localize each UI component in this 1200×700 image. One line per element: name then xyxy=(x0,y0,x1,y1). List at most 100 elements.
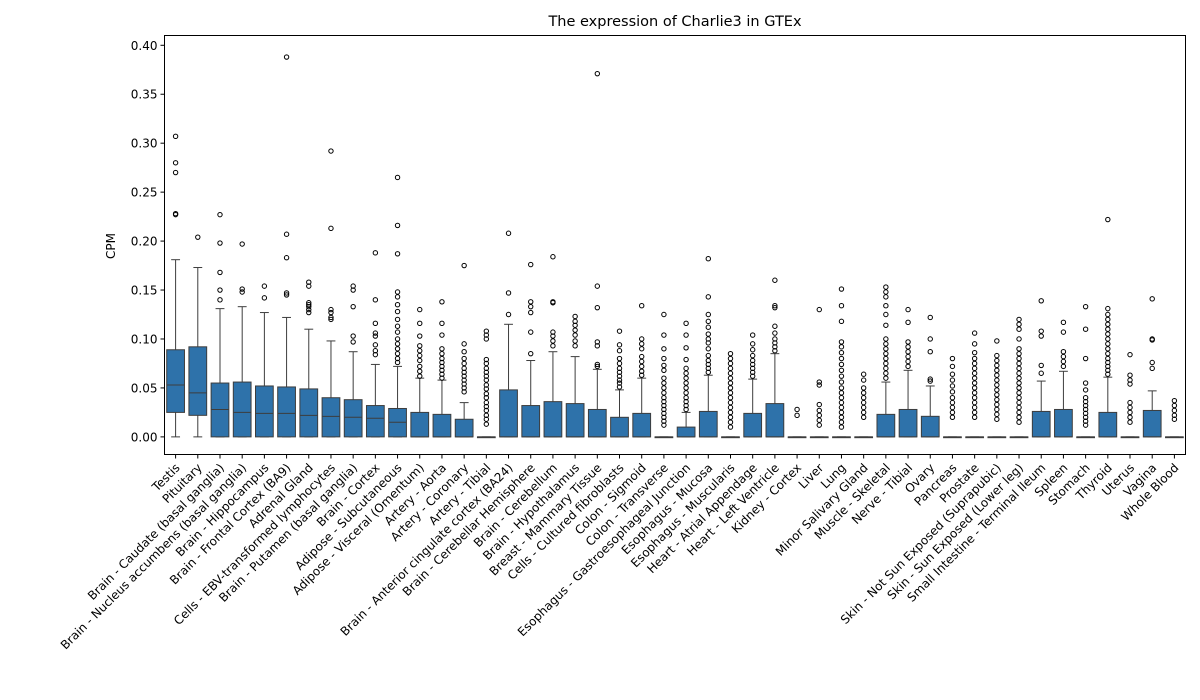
outlier-point xyxy=(217,211,223,218)
box-group xyxy=(210,211,230,438)
outlier-point xyxy=(372,348,379,354)
outlier-point xyxy=(705,256,711,262)
outlier-point xyxy=(1082,380,1089,386)
outlier-point xyxy=(794,412,800,419)
box-group xyxy=(987,338,1007,439)
box xyxy=(277,386,296,438)
outlier-point xyxy=(350,333,356,339)
outlier-point xyxy=(417,363,423,370)
outlier-point xyxy=(1060,319,1067,326)
outlier-point xyxy=(1082,326,1089,332)
outlier-point xyxy=(883,284,889,290)
outlier-point xyxy=(949,389,956,395)
box xyxy=(898,408,918,438)
box-group xyxy=(943,355,962,439)
outlier-point xyxy=(1149,296,1155,302)
outlier-point xyxy=(505,311,512,318)
box-group xyxy=(654,311,674,439)
box-group xyxy=(1009,316,1029,439)
box-group xyxy=(543,254,563,438)
outlier-point xyxy=(949,371,956,377)
outlier-point xyxy=(1171,397,1178,404)
outlier-point xyxy=(528,329,534,335)
outlier-point xyxy=(394,302,401,308)
outlier-point xyxy=(483,356,490,363)
outlier-point xyxy=(1082,355,1089,362)
box-group xyxy=(743,332,763,438)
outlier-point xyxy=(949,377,956,383)
outlier-point xyxy=(661,375,667,381)
box xyxy=(432,413,452,438)
outlier-point xyxy=(1149,336,1155,342)
box-group xyxy=(587,70,607,438)
outlier-point xyxy=(417,333,423,339)
box-group xyxy=(499,230,518,438)
outlier-point xyxy=(1105,305,1111,312)
outlier-point xyxy=(394,174,401,181)
box-group xyxy=(876,284,896,438)
outlier-point xyxy=(838,355,845,362)
outlier-point xyxy=(883,302,889,309)
outlier-point xyxy=(306,279,312,285)
outlier-point xyxy=(350,339,356,345)
outlier-point xyxy=(705,311,711,318)
outlier-point xyxy=(1016,336,1022,342)
outlier-point xyxy=(239,241,245,247)
outlier-point xyxy=(239,289,245,295)
box xyxy=(1054,408,1073,438)
outlier-point xyxy=(949,363,956,370)
box-group xyxy=(1098,216,1118,438)
y-tick-label: 0.35 xyxy=(131,88,158,102)
outlier-point xyxy=(994,338,1000,344)
outlier-point xyxy=(860,377,867,383)
outlier-point xyxy=(927,314,933,321)
outlier-point xyxy=(971,330,978,336)
outlier-point xyxy=(683,365,689,372)
outlier-point xyxy=(816,306,822,313)
outlier-point xyxy=(483,328,490,334)
box xyxy=(920,415,940,438)
y-tick-label: 0.10 xyxy=(131,332,158,346)
box-group xyxy=(232,241,252,438)
outlier-point xyxy=(816,379,822,385)
outlier-point xyxy=(394,336,401,342)
outlier-point xyxy=(683,320,689,327)
outlier-point xyxy=(417,320,423,327)
outlier-point xyxy=(1038,298,1044,304)
outlier-point xyxy=(350,303,356,310)
y-tick-label: 0.40 xyxy=(131,39,158,53)
box-group xyxy=(410,306,430,438)
outlier-point xyxy=(594,339,601,345)
outlier-point xyxy=(883,336,889,342)
outlier-point xyxy=(505,230,512,236)
outlier-point xyxy=(439,346,445,352)
y-tick-label: 0.05 xyxy=(131,381,158,395)
outlier-point xyxy=(439,332,445,338)
box xyxy=(232,381,252,438)
outlier-point xyxy=(195,234,201,240)
box-group xyxy=(255,283,274,438)
outlier-point xyxy=(838,318,845,325)
outlier-point xyxy=(616,342,623,348)
outlier-point xyxy=(838,286,845,292)
outlier-point xyxy=(1149,365,1155,372)
y-tick-label: 0.30 xyxy=(131,137,158,151)
outlier-point xyxy=(283,292,290,298)
outlier-point xyxy=(705,331,711,337)
outlier-point xyxy=(816,382,822,388)
outlier-point xyxy=(705,318,711,325)
box xyxy=(565,403,585,438)
box xyxy=(321,397,341,438)
box-group xyxy=(476,328,496,439)
outlier-point xyxy=(661,311,667,318)
outlier-point xyxy=(838,373,845,379)
box-group xyxy=(854,371,874,439)
box xyxy=(1098,411,1118,438)
outlier-point xyxy=(927,349,933,355)
outlier-point xyxy=(217,240,223,246)
box xyxy=(365,405,385,438)
outlier-point xyxy=(261,283,268,289)
outlier-point xyxy=(883,322,889,328)
outlier-point xyxy=(616,328,623,334)
